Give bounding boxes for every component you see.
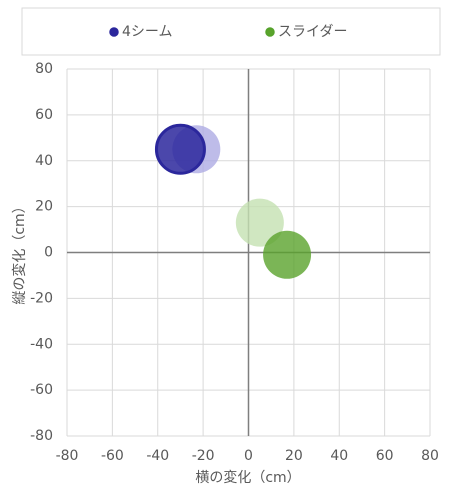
y-tick-label: 60 — [35, 107, 53, 123]
y-tick-label: -40 — [30, 336, 53, 352]
y-tick-label: 0 — [44, 245, 53, 261]
x-tick-label: 60 — [376, 448, 394, 464]
bubble — [154, 123, 206, 175]
bubble — [263, 230, 312, 279]
y-tick-label: -80 — [30, 428, 53, 444]
x-tick-label: 0 — [244, 448, 253, 464]
y-tick-label: -60 — [30, 382, 53, 398]
x-axis-label: 横の変化（cm） — [195, 469, 300, 486]
x-tick-label: 80 — [421, 448, 439, 464]
legend-label: 4シーム — [122, 24, 173, 40]
bubble — [235, 198, 284, 247]
legend-label: スライダー — [278, 24, 347, 40]
x-tick-label: -20 — [192, 448, 215, 464]
x-tick-label: 40 — [330, 448, 348, 464]
legend-marker — [109, 27, 119, 37]
legend-marker — [265, 27, 275, 37]
x-tick-label: 20 — [285, 448, 303, 464]
legend-box — [21, 7, 441, 56]
y-tick-label: 80 — [35, 61, 53, 77]
x-tick-label: -60 — [101, 448, 124, 464]
y-tick-label: 40 — [35, 153, 53, 169]
y-tick-label: 20 — [35, 199, 53, 215]
x-tick-label: -80 — [56, 448, 79, 464]
x-tick-label: -40 — [146, 448, 169, 464]
y-axis-label: 縦の変化（cm） — [11, 199, 28, 304]
y-tick-label: -20 — [30, 290, 53, 306]
